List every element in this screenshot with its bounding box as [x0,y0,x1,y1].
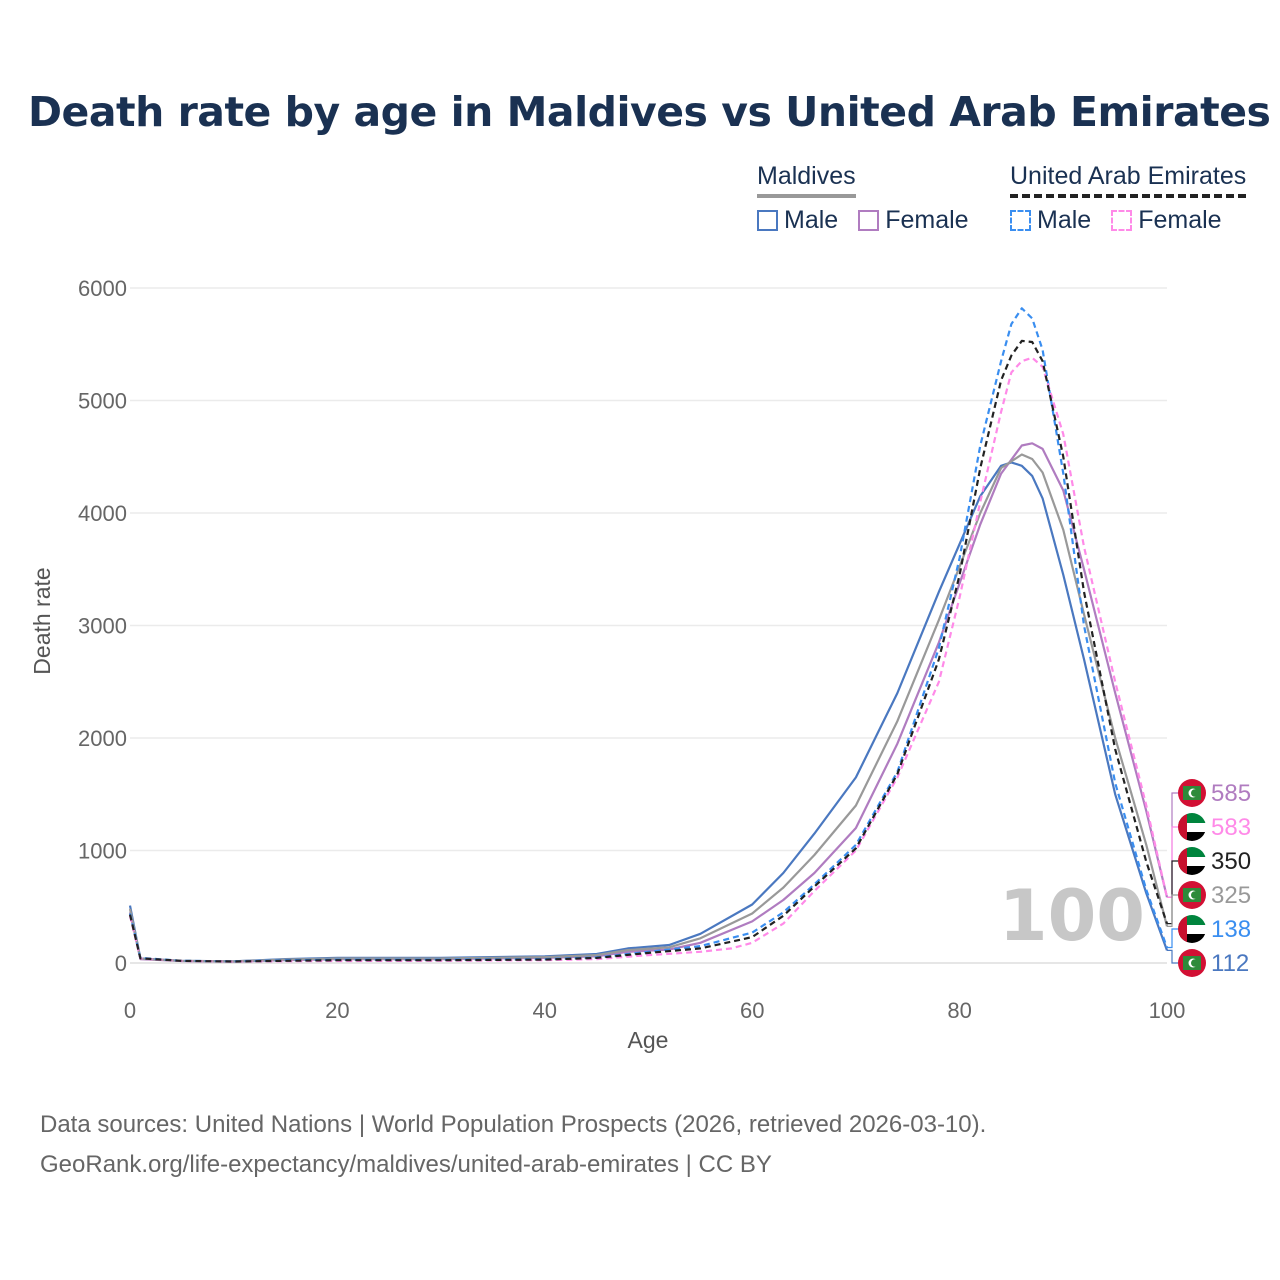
legend-maldives-male-label: Male [784,206,839,234]
y-tick-label: 6000 [78,276,127,301]
legend-swatch-uae-female [1111,210,1133,231]
end-value-label: 583 [1211,814,1251,841]
maldives-flag-icon [1178,779,1206,807]
uae-flag-icon [1178,915,1206,943]
age-watermark: 100 [999,875,1145,957]
legend-maldives: Maldives Male Female [757,162,969,235]
chart-title: Death rate by age in Maldives vs United … [28,88,1271,136]
end-value-label: 585 [1211,780,1251,807]
y-tick-label: 0 [115,951,127,976]
legend-swatch-uae-male [1010,210,1031,231]
y-tick-label: 5000 [78,389,127,414]
x-axis-title: Age [628,1027,669,1053]
legend-maldives-female[interactable]: Female [858,206,969,235]
maldives-flag-icon [1178,949,1206,977]
y-tick-label: 2000 [78,726,127,751]
uae-flag-icon [1178,847,1206,875]
series-line-united-arab-emirates-male [128,307,1169,963]
y-axis-title: Death rate [29,567,55,674]
end-labels: 585 583 350 325 138 112 [1167,779,1251,977]
legend-maldives-heading: Maldives [757,162,856,198]
series-lines [128,307,1169,963]
end-value-label: 350 [1211,848,1251,875]
x-tick-label: 80 [947,998,971,1023]
legend-uae-female-label: Female [1138,206,1222,234]
footer: Data sources: United Nations | World Pop… [40,1105,986,1185]
uae-flag-icon [1178,813,1206,841]
maldives-flag-icon [1178,881,1206,909]
gridlines [130,287,1167,964]
end-value-label: 325 [1211,882,1251,909]
series-line-united-arab-emirates-female [128,356,1169,963]
y-axis-ticks: 0 1000 2000 3000 4000 5000 6000 [78,276,127,976]
end-value-label: 138 [1211,916,1251,943]
legend-maldives-male[interactable]: Male [757,206,838,235]
footer-link[interactable]: GeoRank.org/life-expectancy/maldives/uni… [40,1151,772,1178]
end-label-connector [1167,894,1178,927]
series-line-united-arab-emirates-both [128,339,1169,963]
legend-uae-heading: United Arab Emirates [1010,162,1247,198]
x-tick-label: 0 [124,998,136,1023]
end-value-label: 112 [1211,950,1249,977]
legend-swatch-maldives-female [858,210,880,231]
x-tick-label: 20 [325,998,349,1023]
footer-sources: Data sources: United Nations | World Pop… [40,1111,987,1138]
y-tick-label: 1000 [78,839,127,864]
legend-uae-male[interactable]: Male [1010,206,1091,235]
legend-uae: United Arab Emirates Male Female [1010,162,1247,235]
y-tick-label: 3000 [78,614,127,639]
end-label-connector [1167,928,1178,949]
x-tick-label: 100 [1149,998,1186,1023]
y-tick-label: 4000 [78,501,127,526]
legend-uae-female[interactable]: Female [1111,206,1222,235]
legend-uae-male-label: Male [1037,206,1092,234]
end-label-connector [1167,860,1178,925]
series-line-maldives-both [128,453,1169,963]
legend-maldives-female-label: Female [885,206,969,234]
x-axis-ticks: 0 20 40 60 80 100 [124,998,1185,1023]
x-tick-label: 60 [740,998,764,1023]
end-label-connector [1167,949,1178,964]
legend-swatch-maldives-male [757,210,778,231]
x-tick-label: 40 [533,998,557,1023]
